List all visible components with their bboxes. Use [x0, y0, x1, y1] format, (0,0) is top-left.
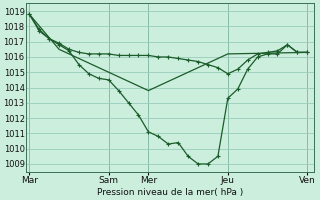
X-axis label: Pression niveau de la mer( hPa ): Pression niveau de la mer( hPa ) — [97, 188, 243, 197]
